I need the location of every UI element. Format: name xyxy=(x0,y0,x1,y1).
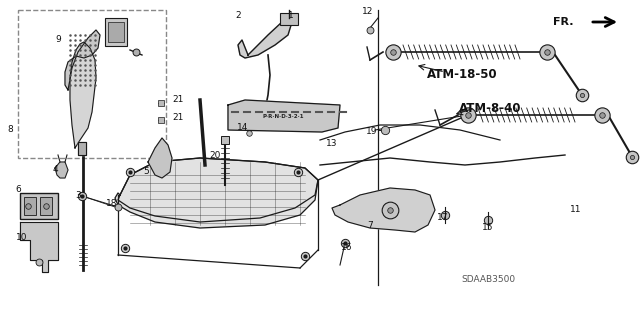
Text: 3: 3 xyxy=(75,191,81,201)
Text: 10: 10 xyxy=(16,234,28,242)
Bar xyxy=(280,13,298,25)
Polygon shape xyxy=(148,138,172,178)
Text: FR.: FR. xyxy=(554,17,574,27)
Text: 4: 4 xyxy=(52,166,58,174)
Text: SDAAB3500: SDAAB3500 xyxy=(461,276,515,285)
Text: 14: 14 xyxy=(237,123,249,132)
Bar xyxy=(20,193,58,219)
Text: 19: 19 xyxy=(366,128,378,137)
Polygon shape xyxy=(20,222,58,272)
Text: 12: 12 xyxy=(362,8,374,17)
Text: ATM-8-40: ATM-8-40 xyxy=(459,101,521,115)
Text: 20: 20 xyxy=(209,151,221,160)
Bar xyxy=(108,22,124,42)
Text: P·R·N·D·3·2·1: P·R·N·D·3·2·1 xyxy=(262,115,304,120)
Polygon shape xyxy=(228,100,340,132)
Bar xyxy=(18,10,166,158)
Text: 11: 11 xyxy=(570,205,582,214)
Text: 17: 17 xyxy=(437,213,449,222)
Text: 1: 1 xyxy=(288,11,294,19)
Text: 7: 7 xyxy=(367,220,373,229)
Text: 6: 6 xyxy=(15,186,21,195)
Text: 21: 21 xyxy=(172,95,184,105)
Text: 13: 13 xyxy=(326,138,338,147)
Bar xyxy=(105,18,127,46)
Polygon shape xyxy=(332,188,435,232)
Text: 9: 9 xyxy=(55,35,61,44)
Polygon shape xyxy=(238,15,292,58)
Bar xyxy=(40,197,52,215)
Text: 16: 16 xyxy=(341,243,353,253)
Text: 15: 15 xyxy=(483,224,493,233)
Polygon shape xyxy=(65,30,100,90)
Text: 8: 8 xyxy=(7,125,13,135)
Polygon shape xyxy=(78,142,86,155)
Bar xyxy=(24,197,36,215)
Text: 21: 21 xyxy=(172,113,184,122)
Polygon shape xyxy=(70,42,96,148)
Text: 5: 5 xyxy=(143,167,149,176)
Text: 2: 2 xyxy=(235,11,241,19)
Text: ATM-18-50: ATM-18-50 xyxy=(427,69,497,81)
Polygon shape xyxy=(115,158,318,228)
Polygon shape xyxy=(55,162,68,178)
Text: 18: 18 xyxy=(106,199,118,209)
